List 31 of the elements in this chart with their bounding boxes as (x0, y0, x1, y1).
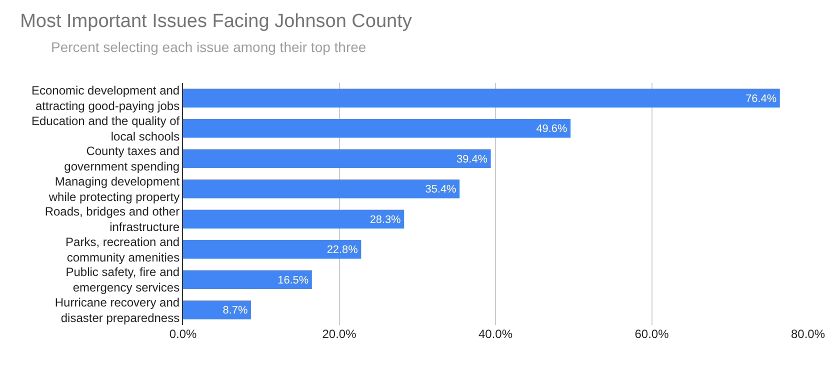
y-tick-label: Roads, bridges and other infrastructure (44, 204, 180, 234)
data-label: 16.5% (278, 274, 309, 286)
y-tick-label: Public safety, fire and emergency services (66, 265, 180, 295)
bar (183, 210, 404, 228)
data-label: 22.8% (326, 244, 358, 256)
y-tick-label: County taxes and government spending (64, 144, 180, 174)
y-tick-label: Education and the quality of local schools (31, 114, 180, 144)
data-label: 49.6% (536, 123, 568, 136)
bar (183, 270, 312, 289)
chart-title: Most Important Issues Facing Johnson County (20, 11, 412, 32)
bar (183, 119, 570, 138)
bar (183, 300, 251, 320)
data-label: 39.4% (456, 153, 488, 166)
data-label: 28.3% (370, 214, 402, 226)
x-tick-label: 80.0% (790, 327, 826, 341)
bar (183, 149, 491, 168)
y-tick-label: Parks, recreation and community amenities (66, 234, 180, 264)
chart-subtitle: Percent selecting each issue among their top three (51, 39, 366, 55)
data-label: 35.4% (425, 184, 457, 196)
data-label: 76.4% (746, 92, 777, 105)
x-tick-label: 60.0% (634, 327, 670, 341)
x-tick-label: 0.0% (169, 327, 197, 341)
x-tick-label: 20.0% (322, 327, 357, 341)
bar (183, 180, 460, 198)
y-tick-label: Economic development and attracting good-paying jobs (32, 84, 180, 114)
x-tick-label: 40.0% (478, 327, 513, 341)
y-tick-label: Hurricane recovery and disaster preparedness (54, 295, 180, 325)
bar (183, 240, 362, 259)
data-label: 8.7% (222, 304, 248, 317)
bar (183, 88, 780, 108)
y-tick-label: Managing development while protecting property (48, 174, 180, 204)
